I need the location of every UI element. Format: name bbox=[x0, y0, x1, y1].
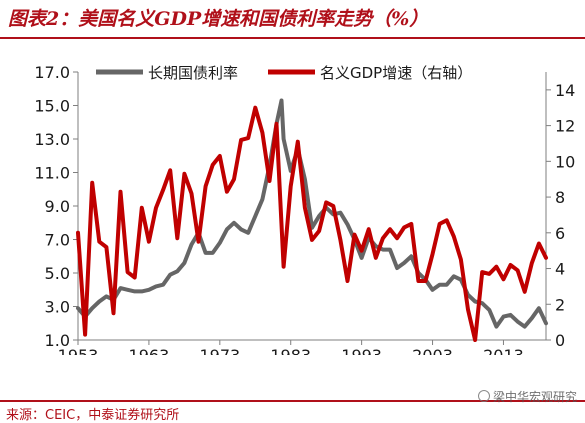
y-right-tick-label: 14 bbox=[555, 81, 575, 100]
footer-divider bbox=[0, 400, 585, 402]
y-right-tick-label: 12 bbox=[555, 117, 575, 136]
y-left-tick-label: 15.0 bbox=[34, 97, 70, 116]
y-right-tick-label: 0 bbox=[555, 331, 565, 350]
y-left-tick-label: 11.0 bbox=[34, 164, 70, 183]
chart-axes: 1.0 3.0 5.0 7.0 9.0 11.0 13.0 15.0 17.0 0 2 4 6 8 10 12… bbox=[34, 63, 575, 355]
x-tick-label: 1953 bbox=[58, 346, 99, 355]
watermark-text: 梁中华宏观研究 bbox=[492, 390, 577, 404]
y-left-tick-label: 13.0 bbox=[34, 130, 70, 149]
plot-area bbox=[76, 98, 548, 342]
y-right-tick-label: 2 bbox=[555, 295, 565, 314]
watermark-icon bbox=[477, 390, 490, 402]
y-left-tick-label: 17.0 bbox=[34, 63, 70, 82]
y-right-tick-label: 8 bbox=[555, 188, 565, 207]
x-tick-label: 2003 bbox=[412, 346, 453, 355]
chart-legend: 长期国债利率 名义GDP增速（右轴） bbox=[96, 64, 472, 82]
x-tick-label: 1963 bbox=[129, 346, 170, 355]
x-tick-label: 1993 bbox=[341, 346, 382, 355]
y-right-tick-label: 10 bbox=[555, 152, 575, 171]
source-note: 来源：CEIC，中泰证券研究所 bbox=[6, 408, 180, 423]
y-left-tick-label: 5.0 bbox=[45, 264, 70, 283]
legend-label-yield: 长期国债利率 bbox=[148, 64, 238, 82]
y-right-tick-label: 6 bbox=[555, 224, 565, 243]
legend-label-gdp: 名义GDP增速（右轴） bbox=[320, 64, 472, 82]
x-tick-label: 2013 bbox=[483, 346, 524, 355]
x-tick-label: 1983 bbox=[270, 346, 311, 355]
y-left-tick-label: 9.0 bbox=[45, 197, 70, 216]
x-tick-label: 1973 bbox=[199, 346, 240, 355]
y-right-tick-label: 4 bbox=[555, 260, 565, 279]
y-left-tick-label: 1.0 bbox=[45, 331, 70, 350]
title-divider bbox=[0, 37, 585, 39]
series-line-gdp bbox=[76, 105, 548, 342]
page-title: 图表2：美国名义GDP增速和国债利率走势（%） bbox=[8, 8, 429, 30]
y-left-tick-label: 7.0 bbox=[45, 231, 70, 250]
chart: 1.0 3.0 5.0 7.0 9.0 11.0 13.0 15.0 17.0 0 2 4 6 8 10 12… bbox=[34, 63, 575, 355]
y-left-tick-label: 3.0 bbox=[45, 298, 70, 317]
watermark: 梁中华宏观研究 bbox=[477, 388, 577, 405]
series-line-yield bbox=[76, 98, 548, 329]
